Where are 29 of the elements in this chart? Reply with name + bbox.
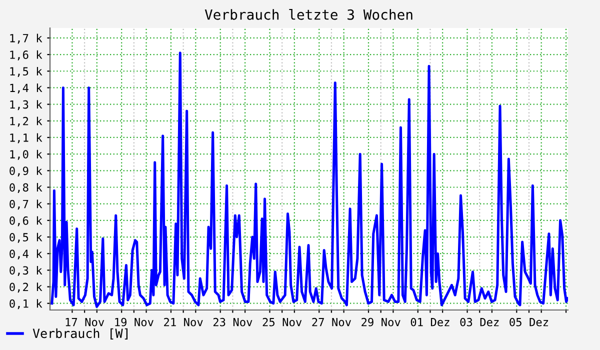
x-tick-label: 25 Nov [262, 318, 302, 326]
y-tick-label: 1,5 k [10, 66, 42, 77]
x-tick-label: 05 Dez [510, 318, 548, 326]
y-tick-label: 1,4 k [10, 84, 42, 94]
chart-title: Verbrauch letzte 3 Wochen [204, 9, 412, 20]
y-tick-label: 1,0 k [10, 150, 42, 160]
y-tick-label: 0,6 k [10, 216, 42, 226]
y-tick-label: 1,3 k [10, 100, 42, 110]
y-tick-label: 0,3 k [10, 266, 42, 276]
y-tick-label: 0,5 k [10, 232, 42, 243]
y-tick-label: 0,7 k [10, 200, 42, 210]
y-tick-label: 0,9 k [10, 166, 42, 176]
y-tick-label: 0,4 k [10, 249, 42, 260]
y-tick-label: 1,2 k [10, 116, 42, 127]
legend-label: Verbrauch [W] [32, 328, 128, 340]
x-tick-label: 23 Nov [213, 318, 252, 326]
y-tick-label: 1,6 k [10, 50, 42, 60]
y-tick-label: 0,1 k [10, 299, 42, 310]
x-tick-label: 03 Dez [460, 318, 499, 326]
y-tick-label: 0,2 k [10, 282, 42, 293]
x-tick-label: 17 Nov [66, 318, 104, 326]
x-tick-label: 19 Nov [115, 318, 154, 326]
x-tick-label: 21 Nov [164, 318, 203, 326]
y-tick-label: 1,1 k [10, 133, 42, 144]
x-tick-label: 29 Nov [362, 318, 400, 326]
y-tick-label: 1,7 k [10, 34, 42, 44]
x-tick-label: 27 Nov [312, 318, 351, 326]
y-tick-label: 0,8 k [10, 183, 42, 194]
x-tick-label: 01 Dez [410, 318, 450, 326]
